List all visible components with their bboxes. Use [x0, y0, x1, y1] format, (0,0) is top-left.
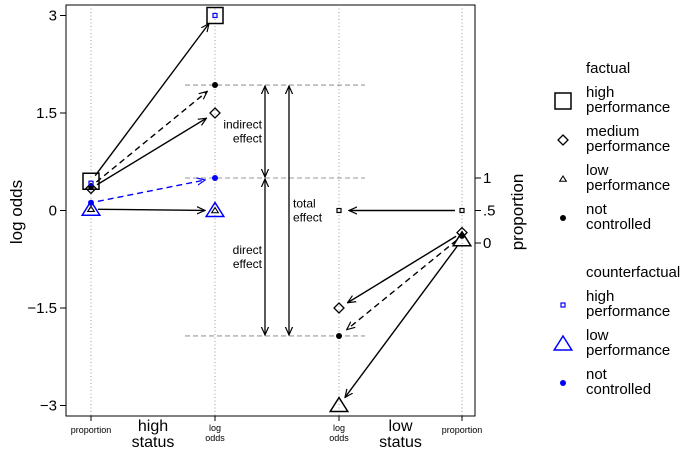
- legend-label: not: [586, 366, 608, 383]
- legend-label: controlled: [586, 381, 651, 398]
- effect-label: indirect: [223, 118, 262, 132]
- marker-square: [554, 92, 572, 110]
- right-tick-label: 1: [483, 170, 491, 187]
- y-axis-label: log odds: [7, 180, 26, 244]
- legend-label: performance: [586, 342, 670, 359]
- marker-square: [336, 207, 342, 214]
- group-label: status: [132, 434, 175, 451]
- effect-label: effect: [293, 211, 323, 225]
- marker-diamond: [209, 107, 221, 119]
- legend-label: performance: [586, 99, 670, 116]
- data-arrow: [95, 91, 207, 183]
- marker-triangle: [451, 230, 473, 247]
- marker-square: [560, 302, 566, 308]
- right-tick-label: .5: [483, 203, 496, 220]
- marker-square: [206, 6, 224, 25]
- marker-triangle: [558, 174, 568, 182]
- marker-circle: [212, 175, 218, 181]
- data-arrow: [94, 24, 209, 177]
- legend-title: counterfactual: [586, 264, 680, 281]
- right-tick-label: 0: [483, 235, 491, 252]
- data-arrow: [96, 118, 206, 186]
- marker-triangle: [328, 396, 350, 413]
- x-tick-label: proportion: [442, 425, 483, 435]
- effect-label: effect: [233, 132, 263, 146]
- legend: factualhighperformancemediumperformancel…: [552, 60, 680, 398]
- legend-label: performance: [586, 303, 670, 320]
- legend-label: not: [586, 201, 608, 218]
- x-tick-label: log: [209, 423, 221, 433]
- y-tick-label: −3: [40, 398, 57, 415]
- data-arrow: [345, 244, 459, 397]
- group-label: high: [138, 418, 168, 435]
- marker-triangle: [86, 205, 96, 212]
- marker-triangle: [204, 201, 226, 218]
- x-tick-label: log: [333, 423, 345, 433]
- legend-label: medium: [586, 123, 639, 140]
- marker-circle: [560, 380, 566, 386]
- marker-triangle: [552, 334, 574, 351]
- legend-label: high: [586, 288, 614, 305]
- marker-circle: [212, 82, 218, 89]
- marker-circle: [560, 215, 566, 221]
- legend-label: low: [586, 162, 609, 179]
- marker-square: [212, 12, 218, 19]
- effect-label: direct: [233, 243, 263, 257]
- right-axis-label: proportion: [508, 174, 527, 251]
- x-tick-label: odds: [205, 433, 225, 443]
- marker-diamond: [333, 302, 345, 314]
- x-tick-label: odds: [329, 433, 349, 443]
- y-tick-label: 3: [49, 8, 57, 25]
- data-arrow: [347, 239, 458, 329]
- y-tick-label: 0: [49, 203, 57, 220]
- marker-square: [88, 180, 94, 186]
- marker-square: [459, 207, 465, 214]
- legend-label: low: [586, 327, 609, 344]
- legend-title: factual: [586, 60, 630, 77]
- marker-circle: [336, 332, 342, 339]
- group-label: status: [379, 434, 422, 451]
- x-tick-label: proportion: [71, 425, 112, 435]
- y-tick-label: 1.5: [36, 105, 57, 122]
- group-label: low: [388, 418, 412, 435]
- effect-label: effect: [233, 257, 263, 271]
- marker-triangle: [80, 199, 102, 216]
- legend-label: performance: [586, 138, 670, 155]
- marker-diamond: [557, 134, 569, 146]
- marker-diamond: [85, 182, 97, 195]
- data-arrow: [97, 209, 205, 210]
- effect-label: total: [293, 197, 316, 211]
- data-arrow: [97, 180, 205, 203]
- legend-label: high: [586, 84, 614, 101]
- legend-label: controlled: [586, 216, 651, 233]
- legend-label: performance: [586, 177, 670, 194]
- data-arrow: [348, 235, 457, 303]
- y-tick-label: −1.5: [27, 300, 57, 317]
- marker-triangle: [210, 206, 220, 214]
